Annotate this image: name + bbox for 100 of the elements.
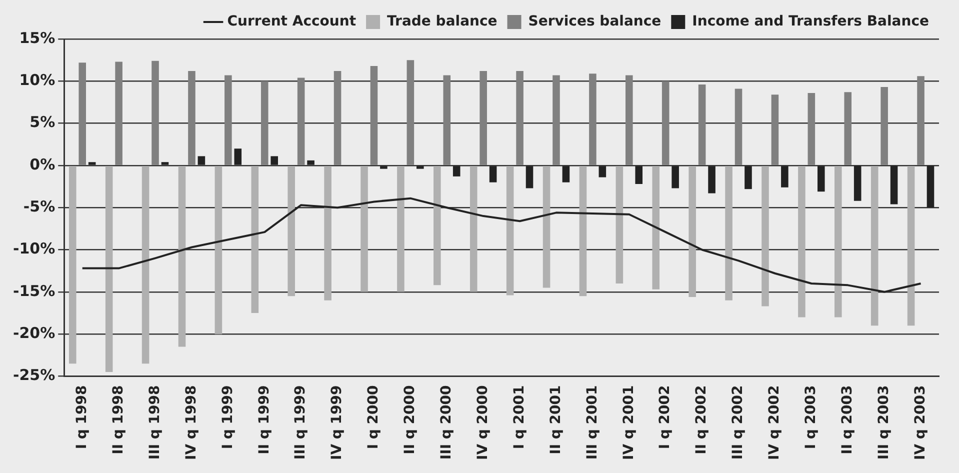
x-tick-label: IV q 2002 xyxy=(766,385,783,460)
x-tick-label: I q 2003 xyxy=(803,385,820,450)
bar xyxy=(854,166,862,201)
bar xyxy=(470,166,478,292)
x-tick-label: III q 2000 xyxy=(438,384,455,460)
x-tick-label: II q 2001 xyxy=(548,385,564,454)
x-tick-label: III q 2003 xyxy=(876,385,892,460)
bar xyxy=(589,74,596,165)
bar xyxy=(917,76,924,165)
y-tick-label: -10% xyxy=(12,240,56,258)
bar xyxy=(817,166,825,192)
bar xyxy=(688,166,696,297)
bar xyxy=(161,162,169,165)
x-tick-label: IV q 1998 xyxy=(183,385,200,460)
x-tick-label: I q 2001 xyxy=(511,385,528,450)
bar xyxy=(434,166,441,286)
bar xyxy=(489,166,497,182)
x-tick-label: I q 2002 xyxy=(657,385,674,450)
x-tick-label: III q 2001 xyxy=(584,385,600,460)
bar xyxy=(579,166,587,296)
bar xyxy=(890,166,898,204)
bar xyxy=(542,166,550,288)
bar xyxy=(771,94,779,165)
bar xyxy=(224,75,232,165)
legend-label: Current Account xyxy=(227,14,356,30)
bar xyxy=(781,166,788,188)
x-tick-label: II q 2003 xyxy=(840,385,856,454)
x-tick-label: III q 2002 xyxy=(730,385,746,460)
bar xyxy=(672,166,679,188)
bar xyxy=(480,71,487,165)
x-tick-label: II q 1998 xyxy=(110,385,126,454)
bar xyxy=(552,75,560,165)
y-tick-label: 0% xyxy=(30,155,56,174)
legend-label: Trade balance xyxy=(387,14,498,30)
bar xyxy=(834,166,842,318)
bar xyxy=(115,62,122,165)
x-tick-label: I q 1999 xyxy=(220,385,236,450)
bar xyxy=(808,92,816,165)
x-tick-label: II q 2000 xyxy=(402,384,418,454)
x-tick-label: IV q 2003 xyxy=(912,385,928,460)
bar xyxy=(506,166,514,296)
bar xyxy=(762,166,769,306)
bar xyxy=(251,166,259,313)
y-tick-label: -25% xyxy=(12,366,56,384)
bar xyxy=(78,62,86,165)
x-tick-label: II q 2002 xyxy=(694,385,710,454)
bar xyxy=(725,166,732,300)
bar xyxy=(297,78,305,165)
bar xyxy=(214,166,222,334)
bar xyxy=(324,166,332,300)
bar xyxy=(662,81,670,165)
x-tick-label: II q 1999 xyxy=(256,385,272,454)
bar xyxy=(288,166,295,296)
bar xyxy=(397,166,404,292)
bar xyxy=(68,166,76,364)
x-tick-label: III q 1998 xyxy=(146,385,163,460)
bar xyxy=(635,166,643,184)
y-tick-label: -15% xyxy=(12,282,56,300)
bar xyxy=(562,166,570,182)
bar xyxy=(744,166,752,190)
y-tick-label: 5% xyxy=(30,113,56,132)
x-tick-label: III q 1999 xyxy=(292,385,309,460)
bar xyxy=(178,166,186,347)
bar xyxy=(406,60,414,165)
bar xyxy=(452,166,460,176)
bar xyxy=(798,166,806,318)
bar xyxy=(516,71,524,165)
y-tick-label: 15% xyxy=(19,28,56,47)
bar xyxy=(360,166,368,292)
bar xyxy=(370,66,378,165)
bar xyxy=(380,166,388,169)
bar xyxy=(626,75,633,165)
bar xyxy=(734,88,742,165)
bar xyxy=(652,166,660,290)
legend-label: Income and Transfers Balance xyxy=(692,14,930,30)
bar xyxy=(698,84,706,165)
bar xyxy=(270,156,278,165)
bar xyxy=(926,166,934,208)
bar xyxy=(616,166,624,284)
legend-label: Services balance xyxy=(528,14,662,30)
bar xyxy=(260,81,268,165)
x-tick-label: IV q 1999 xyxy=(329,385,346,460)
bar xyxy=(907,166,915,326)
bar xyxy=(598,166,606,178)
x-tick-label: I q 1998 xyxy=(74,385,90,450)
y-tick-label: -5% xyxy=(23,198,56,216)
bar xyxy=(844,92,852,165)
bar xyxy=(880,87,888,165)
x-tick-label: I q 2000 xyxy=(366,384,382,450)
x-tick-label: IV q 2000 xyxy=(474,384,491,460)
y-tick-label: 10% xyxy=(19,71,56,90)
bar xyxy=(416,166,424,169)
bar xyxy=(870,166,878,326)
bar xyxy=(334,71,342,165)
bar xyxy=(708,166,716,194)
bar xyxy=(526,166,534,188)
y-tick-label: -20% xyxy=(12,324,56,342)
bar xyxy=(443,75,451,165)
bar xyxy=(105,166,113,372)
bar xyxy=(307,160,314,165)
